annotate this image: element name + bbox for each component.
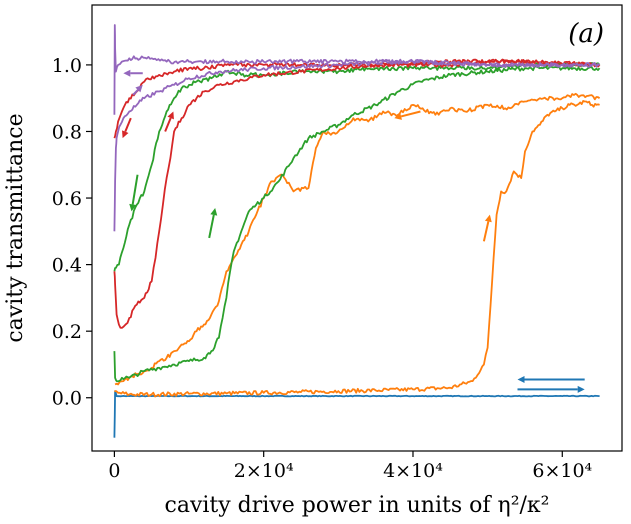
- direction-arrow-9: [123, 69, 143, 77]
- series-line-purple-down: [113, 24, 601, 115]
- series-line-green-up: [113, 65, 601, 383]
- x-tick-label: 4×10⁴: [383, 460, 443, 482]
- series-line-red-up: [113, 58, 601, 329]
- direction-arrow-8: [132, 84, 143, 96]
- direction-arrow-5: [129, 174, 139, 212]
- y-axis-ticks: 0.0 0.2 0.4 0.6 0.8 1.0: [52, 55, 92, 410]
- x-axis-label: cavity drive power in units of η²/κ²: [165, 493, 550, 518]
- direction-arrow-3: [394, 110, 421, 120]
- direction-arrow-6: [164, 111, 174, 132]
- direction-arrow-4: [208, 208, 218, 239]
- x-tick-label: 6×10⁴: [532, 460, 592, 482]
- x-tick-label: 0: [108, 460, 120, 482]
- y-tick-label: 0.2: [52, 321, 82, 343]
- direction-arrow-0: [517, 375, 585, 383]
- series-line-green-down: [113, 62, 601, 272]
- series-line-orange-up: [114, 100, 600, 398]
- direction-arrow-7: [122, 117, 132, 139]
- direction-arrows: [122, 69, 585, 393]
- series-line-blue: [113, 390, 600, 438]
- series-lines: [113, 24, 601, 438]
- y-tick-label: 0.6: [52, 188, 82, 210]
- series-line-orange-down: [114, 92, 601, 386]
- y-tick-label: 0.0: [52, 388, 82, 410]
- x-axis-ticks: 0 2×10⁴ 4×10⁴ 6×10⁴: [108, 451, 593, 482]
- series-line-red-down: [113, 58, 601, 139]
- y-axis-label: cavity transmittance: [3, 113, 28, 342]
- y-tick-label: 1.0: [52, 55, 82, 77]
- y-tick-label: 0.4: [52, 255, 82, 277]
- panel-label: (a): [568, 19, 604, 49]
- plot-area: [91, 4, 623, 452]
- direction-arrow-1: [517, 385, 585, 393]
- direction-arrow-2: [482, 214, 492, 242]
- x-tick-label: 2×10⁴: [234, 460, 294, 482]
- y-tick-label: 0.8: [52, 121, 82, 143]
